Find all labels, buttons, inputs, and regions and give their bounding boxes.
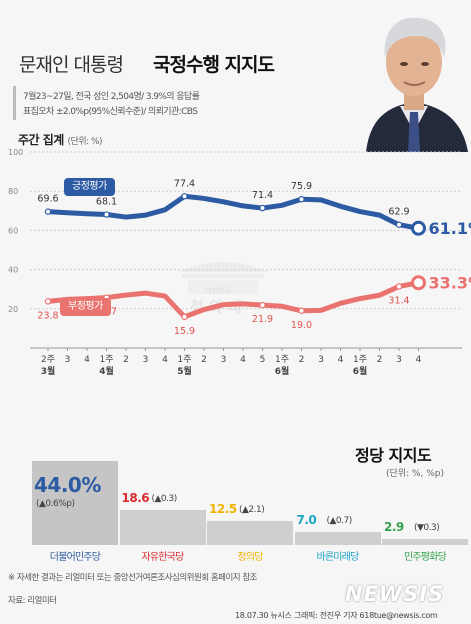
data-label: 71.4	[252, 190, 273, 201]
party-name: 정의당	[237, 552, 263, 563]
data-point	[395, 221, 403, 228]
party-change: (▲0.3)	[151, 493, 178, 504]
party-change: (▲0.6%p)	[36, 499, 75, 510]
data-point	[44, 298, 52, 305]
survey-meta-line2: 표집오차 ±2.0%p(95%신뢰수준)/ 의뢰기관:CBS	[23, 107, 198, 117]
x-tick-label: 1주	[353, 354, 367, 365]
data-label: 19.0	[291, 320, 312, 331]
x-tick-label: 2	[299, 355, 305, 365]
party-title: 정당 지지도	[355, 446, 432, 465]
last-point	[411, 220, 426, 236]
credit-line: 18.07.30 뉴시스 그래픽: 전진우 기자 618tue@newsis.c…	[235, 611, 438, 620]
last-value-label: 61.1%	[429, 219, 471, 238]
data-point	[259, 204, 266, 212]
x-month-label: 3월	[41, 365, 56, 377]
x-tick-label: 4	[416, 355, 422, 365]
x-tick-label: 1주	[177, 354, 191, 365]
y-tick-label: 80	[8, 187, 18, 196]
data-label: 69.6	[37, 194, 58, 205]
data-point	[103, 211, 110, 218]
x-tick-label: 3	[65, 355, 71, 365]
x-month-label: 6월	[353, 365, 368, 377]
data-label: 62.9	[388, 207, 409, 218]
data-point	[298, 196, 305, 203]
y-tick-label: 60	[8, 226, 18, 235]
party-unit: (단위: %, %p)	[386, 469, 445, 479]
newsis-logo: NEWSIS	[345, 582, 445, 606]
data-label: 68.1	[96, 197, 117, 208]
party-value: 12.5	[209, 502, 237, 517]
party-value: 7.0	[296, 512, 317, 527]
last-point	[411, 275, 426, 291]
party-bar	[382, 539, 468, 545]
data-label: 77.4	[174, 178, 195, 189]
data-point	[44, 208, 52, 215]
data-label: 75.9	[291, 181, 312, 192]
data-point	[181, 313, 188, 321]
x-tick-label: 4	[84, 355, 90, 365]
watermark-emblem	[178, 262, 268, 294]
party-value: 2.9	[384, 520, 404, 535]
party-change: (▼0.3)	[414, 523, 440, 534]
y-tick-label: 100	[8, 148, 23, 157]
weekly-unit: (단위: %)	[67, 137, 103, 147]
party-value: 18.6	[121, 490, 150, 505]
title-president: 문재인 대통령	[19, 54, 124, 76]
legend-negative: 부정평가	[60, 298, 111, 316]
data-label: 21.9	[252, 314, 273, 325]
footnote: ※ 자세한 결과는 리얼미터 또는 중앙선거여론조사심의위원회 홈페이지 참조	[8, 573, 257, 583]
weekly-title: 주간 집계 (단위: %)	[18, 133, 103, 147]
series-line-positive	[45, 193, 421, 231]
party-name: 더불어민주당	[49, 552, 101, 563]
party-change: (▲0.7)	[326, 515, 353, 526]
survey-meta: 7월23~27일, 전국 성인 2,504명/ 3.9%의 응답률 표집오차 ±…	[13, 86, 241, 120]
x-tick-label: 4	[162, 355, 168, 365]
party-bar	[294, 531, 381, 545]
x-tick-label: 4	[338, 355, 344, 365]
x-tick-label: 5	[260, 355, 266, 365]
data-label: 15.9	[174, 326, 195, 337]
party-name: 자유한국당	[141, 552, 184, 563]
data-label: 23.8	[37, 310, 58, 321]
y-tick-label: 40	[8, 266, 18, 275]
legend-positive: 긍정평가	[64, 178, 115, 196]
x-tick-label: 3	[396, 355, 402, 365]
survey-meta-line1: 7월23~27일, 전국 성인 2,504명/ 3.9%의 응답률	[23, 92, 200, 102]
source: 자료: 리얼미터	[8, 596, 57, 606]
x-tick-label: 3	[221, 355, 227, 365]
data-label: 31.4	[388, 295, 409, 306]
x-tick-label: 2	[123, 355, 129, 365]
x-tick-label: 1주	[99, 354, 113, 365]
party-value: 44.0%	[34, 473, 101, 498]
last-value-label: 33.3%	[429, 274, 471, 293]
title-approval: 국정수행 지지도	[153, 54, 275, 76]
x-month-label: 6월	[275, 365, 290, 377]
party-bar	[32, 461, 118, 545]
party-bar	[207, 521, 293, 545]
party-bar	[119, 509, 206, 545]
x-tick-label: 4	[240, 355, 246, 365]
data-point	[395, 283, 403, 290]
party-name: 바른미래당	[316, 552, 359, 563]
x-tick-label: 2	[201, 355, 207, 365]
party-change: (▲2.1)	[239, 505, 265, 516]
data-point	[181, 193, 188, 200]
data-point	[259, 301, 266, 309]
x-tick-label: 2	[377, 355, 383, 365]
series-line-negative	[45, 280, 421, 320]
y-tick-label: 20	[8, 305, 18, 314]
x-tick-label: 2주	[41, 354, 55, 365]
x-tick-label: 3	[318, 355, 324, 365]
watermark-small: 대한민국	[205, 287, 231, 295]
x-tick-label: 1주	[275, 354, 289, 365]
data-point	[298, 307, 305, 314]
x-month-label: 4월	[99, 365, 114, 377]
x-tick-label: 3	[143, 355, 149, 365]
president-portrait	[366, 17, 468, 152]
x-month-label: 5월	[177, 365, 192, 377]
party-name: 민주평화당	[403, 552, 447, 563]
